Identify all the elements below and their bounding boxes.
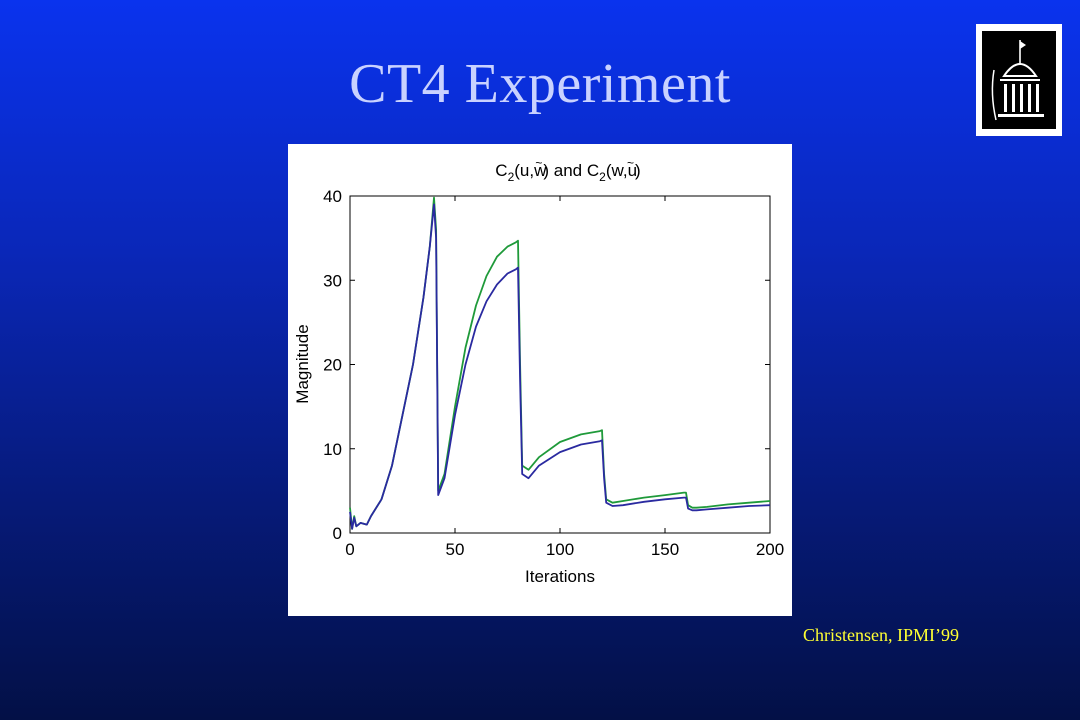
- university-building-icon: [976, 24, 1062, 136]
- y-axis-label: Magnitude: [293, 324, 312, 403]
- series-line-2: [349, 203, 771, 530]
- x-axis-label: Iterations: [525, 567, 595, 586]
- chart-title: C2(u,w~) and C2(w,u~): [495, 156, 640, 184]
- x-tick-label: 0: [345, 540, 354, 559]
- x-tick-label: 200: [756, 540, 784, 559]
- y-tick-label: 0: [333, 524, 342, 543]
- chart-svg: C2(u,w~) and C2(w,u~) 0 50 100 150 200 0 10 20 3…: [293, 156, 784, 586]
- y-tick-label: 30: [323, 271, 342, 290]
- x-tick-label: 100: [546, 540, 574, 559]
- slide-title: CT4 Experiment: [349, 53, 731, 115]
- chart-figure: C2(u,w~) and C2(w,u~) 0 50 100 150 200 0 10 20 3…: [288, 144, 792, 616]
- y-tick-label: 10: [323, 440, 342, 459]
- svg-text:C2(u,w~) and C2(w,u~): C2(u,w~) and C2(w,u~): [495, 156, 640, 184]
- x-tick-label: 50: [446, 540, 465, 559]
- y-tick-label: 40: [323, 187, 342, 206]
- x-tick-label: 150: [651, 540, 679, 559]
- citation-credit: Christensen, IPMI’99: [803, 625, 959, 645]
- y-tick-label: 20: [323, 356, 342, 375]
